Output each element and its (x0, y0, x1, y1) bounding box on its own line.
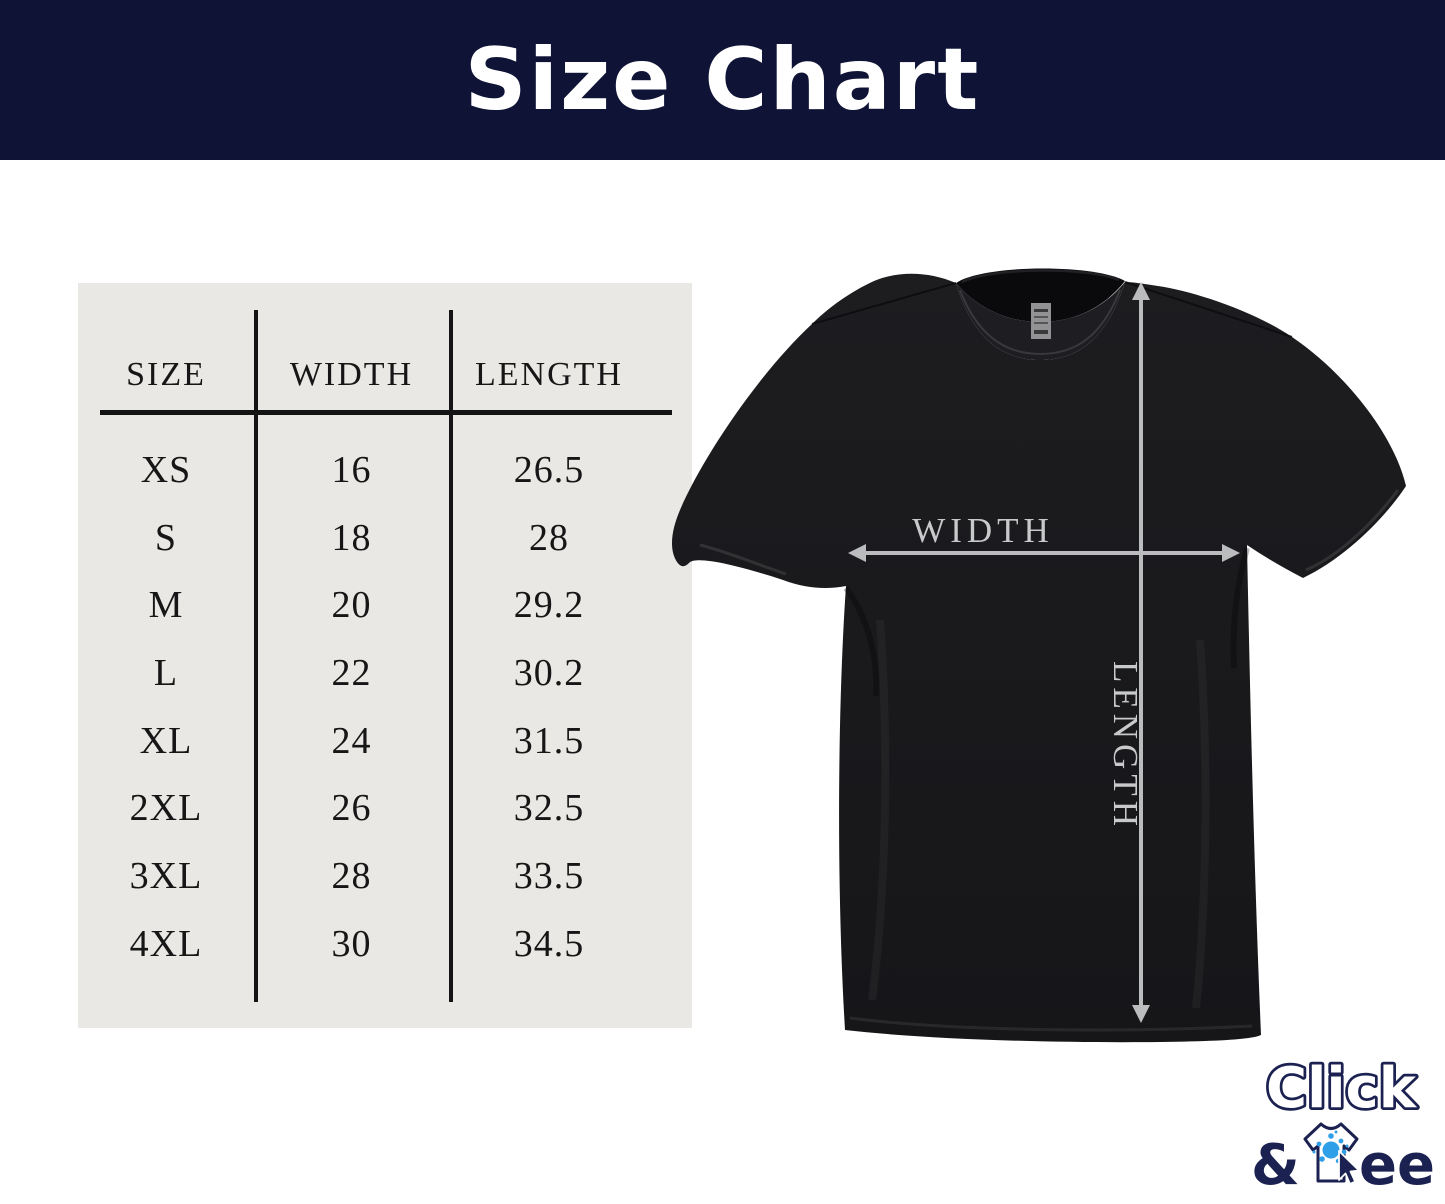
shoulder-seam-left (811, 282, 957, 325)
length-cell: 31.5 (513, 719, 585, 762)
fold-shading (868, 619, 890, 1001)
table-row: XS 16 26.5 (78, 436, 649, 504)
table-header-divider (100, 410, 672, 415)
length-cell: 33.5 (513, 854, 585, 897)
collar-back-seam (961, 269, 1120, 284)
table-body: XS 16 26.5 S 18 28 M 20 29.2 L 22 30.2 X… (78, 436, 649, 978)
table-column-divider (449, 310, 453, 1002)
column-header-length: LENGTH (475, 356, 623, 393)
page-title: Size Chart (464, 30, 981, 130)
width-cell: 30 (331, 922, 372, 965)
width-cell: 16 (331, 448, 372, 491)
collar-stitch (959, 289, 1121, 356)
width-cell: 28 (331, 854, 372, 897)
logo-ampersand: & (1251, 1133, 1300, 1198)
column-header-size: SIZE (126, 356, 206, 393)
length-cell: 26.5 (513, 448, 585, 491)
armpit-shadow-left (843, 586, 880, 697)
fold-shading (1192, 639, 1210, 1009)
length-cell: 30.2 (513, 651, 585, 694)
length-cell: 28 (529, 516, 569, 559)
bottom-hem-stitch (849, 1016, 1253, 1032)
size-cell: XS (140, 448, 192, 491)
length-cell: 32.5 (513, 787, 585, 830)
size-table: SIZE WIDTH LENGTH XS 16 26.5 S 18 28 M 2… (78, 283, 692, 1028)
length-arrow (1132, 282, 1150, 1023)
table-row: M 20 29.2 (78, 571, 649, 639)
table-row: S 18 28 (78, 504, 649, 572)
table-row: 2XL 26 32.5 (78, 774, 649, 842)
size-cell: 2XL (129, 787, 203, 830)
cursor-icon (1338, 1150, 1360, 1185)
size-cell: 3XL (129, 854, 203, 897)
table-column-divider (254, 310, 258, 1002)
table-row: 3XL 28 33.5 (78, 842, 649, 910)
tshirt-icon (1303, 1122, 1360, 1185)
width-cell: 24 (331, 719, 372, 762)
width-cell: 18 (331, 516, 372, 559)
length-label: LENGTH (1106, 661, 1145, 831)
size-cell: 4XL (129, 922, 203, 965)
length-cell: 29.2 (513, 584, 585, 627)
sleeve-hem-right (1305, 489, 1400, 572)
width-arrow (848, 544, 1240, 562)
length-cell: 34.5 (513, 922, 585, 965)
width-cell: 20 (331, 584, 372, 627)
width-label: WIDTH (912, 511, 1054, 550)
brand-logo: Click & ee (1251, 1053, 1435, 1198)
width-cell: 22 (331, 651, 372, 694)
table-header-row: SIZE WIDTH LENGTH (78, 349, 649, 401)
size-cell: M (148, 584, 184, 627)
collar-band (956, 282, 1125, 360)
armpit-shadow-right (1230, 547, 1250, 669)
logo-word-click: Click (1266, 1056, 1418, 1121)
paint-splash-icon (1312, 1130, 1349, 1164)
care-tag (1031, 303, 1051, 339)
tshirt-graphic (671, 273, 1406, 1043)
sleeve-hem-left (699, 543, 787, 576)
table-row: L 22 30.2 (78, 639, 649, 707)
column-header-width: WIDTH (289, 356, 414, 393)
table-row: XL 24 31.5 (78, 707, 649, 775)
logo-word-tee-rest: ee (1359, 1133, 1435, 1198)
collar-opening (956, 268, 1125, 322)
tshirt-diagram: WIDTH LENGTH (671, 268, 1406, 1043)
size-cell: XL (139, 719, 193, 762)
size-cell: S (154, 516, 178, 559)
width-cell: 26 (331, 787, 372, 830)
table-row: 4XL 30 34.5 (78, 910, 649, 978)
size-cell: L (153, 651, 179, 694)
shoulder-seam-right (1124, 281, 1293, 338)
title-banner: Size Chart (0, 0, 1445, 160)
